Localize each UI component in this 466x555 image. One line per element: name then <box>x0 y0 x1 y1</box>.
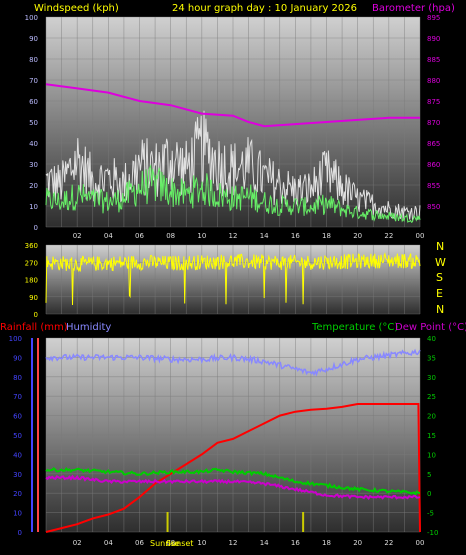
wind-x-tick-label: 08 <box>166 232 175 240</box>
compass-label-s: S <box>436 271 443 284</box>
compass-label-n-bottom: N <box>436 303 444 316</box>
temperature-axis-label: Temperature (°C) <box>311 322 398 333</box>
dewpoint-series-line <box>45 474 421 500</box>
wind-gust-series-line <box>45 110 421 221</box>
rainfall-y-tick-label: 80 <box>13 374 22 382</box>
rainfall-axis-label: Rainfall (mm) <box>0 322 68 333</box>
sunset-label: Sunset <box>166 539 193 548</box>
temperature-y-tick-label: 5 <box>427 471 431 479</box>
wind-x-tick-label: 16 <box>291 232 300 240</box>
temp-x-tick-label: 18 <box>322 539 331 547</box>
compass-label-n-top: N <box>436 240 444 253</box>
temperature-y-tick-label: 30 <box>427 374 436 382</box>
humidity-axis-label: Humidity <box>66 322 111 333</box>
tick-layer: 0102030405060708090100850855860865870875… <box>9 14 441 547</box>
barometer-y-tick-label: 865 <box>427 140 440 148</box>
temp-x-tick-label: 06 <box>135 539 144 547</box>
rainfall-y-tick-label: 50 <box>13 432 22 440</box>
wind-x-tick-label: 12 <box>229 232 238 240</box>
temp-x-tick-label: 08 <box>166 539 175 547</box>
compass-label-e: E <box>436 287 443 300</box>
dewpoint-axis-label: Dew Point (°C) <box>395 322 466 333</box>
wind-x-tick-label: 18 <box>322 232 331 240</box>
temperature-y-tick-label: 20 <box>427 413 436 421</box>
temperature-y-tick-label: -10 <box>427 529 438 537</box>
direction-y-tick-label: 180 <box>25 277 38 285</box>
chart-title: 24 hour graph day : 10 January 2026 <box>172 3 357 14</box>
wind-x-tick-label: 02 <box>73 232 82 240</box>
temp-x-tick-label: 04 <box>104 539 113 547</box>
rainfall-y-tick-label: 30 <box>13 471 22 479</box>
rainfall-y-tick-label: 0 <box>18 529 22 537</box>
barometer-y-tick-label: 860 <box>427 161 440 169</box>
temp-x-tick-label: 10 <box>197 539 206 547</box>
wind-x-tick-label: 00 <box>416 232 425 240</box>
temperature-series-line <box>45 467 421 497</box>
wind-x-tick-label: 14 <box>260 232 269 240</box>
wind-y-tick-label: 30 <box>29 161 38 169</box>
rainfall-y-tick-label: 10 <box>13 510 22 518</box>
sunrise-label: Sunrise <box>150 539 180 548</box>
wind-direction-series-line <box>45 252 421 306</box>
wind-y-tick-label: 50 <box>29 119 38 127</box>
wind-y-tick-label: 60 <box>29 98 38 106</box>
barometer-y-tick-label: 850 <box>427 203 440 211</box>
rainfall-y-tick-label: 20 <box>13 490 22 498</box>
temp-x-tick-label: 22 <box>384 539 393 547</box>
temp-x-tick-label: 14 <box>260 539 269 547</box>
wind-y-tick-label: 20 <box>29 182 38 190</box>
wind-average-series-line <box>45 163 421 224</box>
barometer-axis-label: Barometer (hpa) <box>372 3 455 14</box>
barometer-y-tick-label: 890 <box>427 35 440 43</box>
barometer-y-tick-label: 895 <box>427 14 440 22</box>
temp-x-tick-label: 16 <box>291 539 300 547</box>
temperature-y-tick-label: -5 <box>427 510 434 518</box>
direction-y-tick-label: 0 <box>34 311 38 319</box>
rainfall-y-tick-label: 90 <box>13 354 22 362</box>
wind-x-tick-label: 06 <box>135 232 144 240</box>
rainfall-y-tick-label: 70 <box>13 393 22 401</box>
temperature-y-tick-label: 10 <box>427 451 436 459</box>
barometer-y-tick-label: 875 <box>427 98 440 106</box>
direction-y-tick-label: 360 <box>25 242 38 250</box>
wind-y-tick-label: 0 <box>34 224 38 232</box>
humidity-series-line <box>45 348 421 377</box>
wind-y-tick-label: 70 <box>29 77 38 85</box>
rainfall-y-tick-label: 60 <box>13 413 22 421</box>
direction-y-tick-label: 90 <box>29 294 38 302</box>
wind-x-tick-label: 20 <box>353 232 362 240</box>
wind-x-tick-label: 10 <box>197 232 206 240</box>
compass-label-w: W <box>435 256 446 269</box>
wind-y-tick-label: 90 <box>29 35 38 43</box>
temperature-y-tick-label: 15 <box>427 432 436 440</box>
temp-x-tick-label: 02 <box>73 539 82 547</box>
rainfall-y-tick-label: 100 <box>9 335 22 343</box>
windspeed-axis-label: Windspeed (kph) <box>34 3 119 14</box>
temperature-y-tick-label: 35 <box>427 354 436 362</box>
series-layer <box>45 83 421 533</box>
temp-x-tick-label: 20 <box>353 539 362 547</box>
barometer-series-line <box>45 83 420 128</box>
grid-layer <box>45 16 421 533</box>
wind-y-tick-label: 100 <box>25 14 38 22</box>
barometer-y-tick-label: 870 <box>427 119 440 127</box>
barometer-y-tick-label: 880 <box>427 77 440 85</box>
direction-y-tick-label: 270 <box>25 259 38 267</box>
barometer-y-tick-label: 855 <box>427 182 440 190</box>
temperature-y-tick-label: 25 <box>427 393 436 401</box>
wind-x-tick-label: 22 <box>384 232 393 240</box>
wind-x-tick-label: 04 <box>104 232 113 240</box>
rainfall-series-line <box>45 403 421 533</box>
temperature-y-tick-label: 40 <box>427 335 436 343</box>
temp-x-tick-label: 12 <box>229 539 238 547</box>
wind-y-tick-label: 80 <box>29 56 38 64</box>
wind-y-tick-label: 10 <box>29 203 38 211</box>
temp-x-tick-label: 00 <box>416 539 425 547</box>
wind-y-tick-label: 40 <box>29 140 38 148</box>
temperature-y-tick-label: 0 <box>427 490 431 498</box>
barometer-y-tick-label: 885 <box>427 56 440 64</box>
rainfall-y-tick-label: 40 <box>13 451 22 459</box>
